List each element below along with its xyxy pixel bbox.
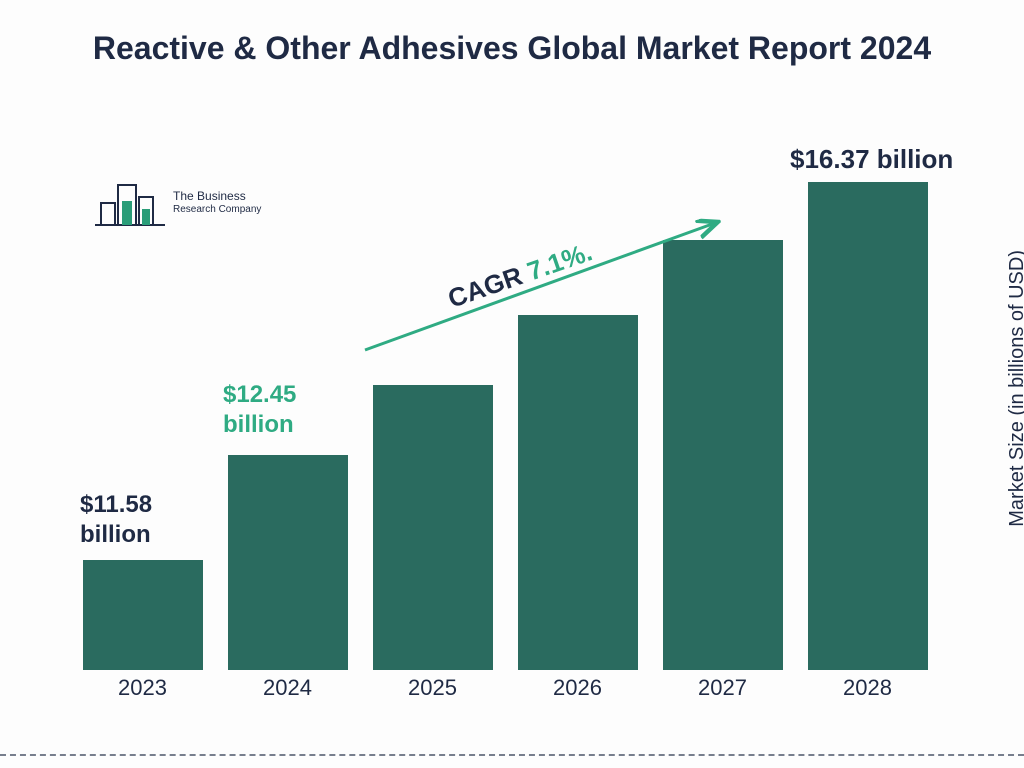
value-callout-2023: $11.58 billion xyxy=(80,490,210,550)
bar-2024 xyxy=(228,455,348,670)
footer-divider xyxy=(0,754,1024,756)
bar-2023 xyxy=(83,560,203,670)
bar-rect xyxy=(518,315,638,670)
x-label-2025: 2025 xyxy=(373,675,493,705)
x-label-2023: 2023 xyxy=(83,675,203,705)
value-callout-2028: $16.37 billion xyxy=(790,143,953,176)
bar-2025 xyxy=(373,385,493,670)
x-label-2024: 2024 xyxy=(228,675,348,705)
bar-rect xyxy=(83,560,203,670)
value-callout-2024: $12.45 billion xyxy=(223,380,353,440)
y-axis-label: Market Size (in billions of USD) xyxy=(1006,250,1024,527)
bar-rect xyxy=(373,385,493,670)
bar-rect xyxy=(808,182,928,670)
x-label-2026: 2026 xyxy=(518,675,638,705)
chart-title: Reactive & Other Adhesives Global Market… xyxy=(0,28,1024,68)
x-label-2027: 2027 xyxy=(663,675,783,705)
growth-arrow-icon xyxy=(355,205,735,365)
cagr-annotation: CAGR 7.1%. xyxy=(355,205,735,365)
x-label-2028: 2028 xyxy=(808,675,928,705)
bar-2028 xyxy=(808,182,928,670)
bar-2026 xyxy=(518,315,638,670)
bar-rect xyxy=(228,455,348,670)
